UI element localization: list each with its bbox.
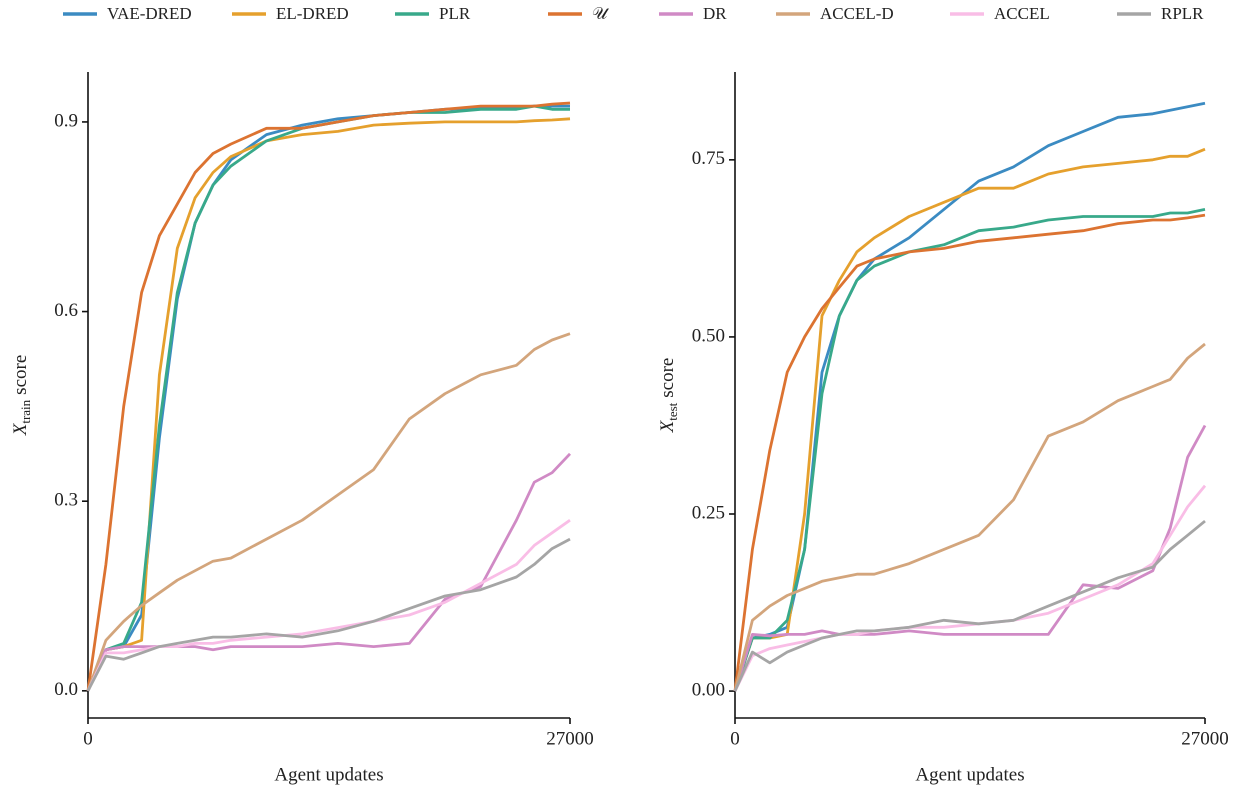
x-tick-label: 0: [730, 728, 740, 749]
series-line: [733, 424, 1207, 692]
x-tick-label: 0: [83, 728, 93, 749]
legend-label: PLR: [439, 4, 471, 23]
y-label-symbol: X: [10, 422, 31, 436]
series-line: [733, 208, 1206, 692]
series-line: [86, 332, 571, 692]
legend-label: RPLR: [1161, 4, 1204, 23]
series-line: [733, 342, 1206, 692]
y-label-subscript: train: [18, 399, 33, 423]
y-axis-label: Xtest score: [657, 358, 680, 434]
series-line: [733, 213, 1206, 692]
y-tick-label: 0.00: [692, 679, 725, 700]
series-line: [86, 537, 571, 692]
series-line: [733, 147, 1206, 692]
y-tick-label: 0.50: [692, 325, 725, 346]
legend-label: DR: [703, 4, 727, 23]
legend-label: 𝒰: [592, 4, 610, 23]
series-line: [733, 520, 1206, 692]
series-line: [86, 452, 572, 692]
y-tick-label: 0.3: [54, 490, 78, 511]
x-axis-label: Agent updates: [274, 764, 383, 785]
y-label-text: score: [10, 355, 31, 395]
y-label-subscript: test: [665, 402, 680, 420]
series-line: [733, 484, 1207, 692]
legend-label: VAE-DRED: [107, 4, 192, 23]
series-line: [86, 104, 570, 692]
y-tick-label: 0.75: [692, 148, 725, 169]
series-line: [86, 104, 570, 692]
x-axis-label: Agent updates: [915, 764, 1024, 785]
legend-label: EL-DRED: [276, 4, 349, 23]
legend-label: ACCEL-D: [820, 4, 894, 23]
y-label-symbol: X: [657, 419, 678, 433]
series-line: [86, 519, 571, 692]
y-tick-label: 0.0: [54, 679, 78, 700]
y-tick-label: 0.25: [692, 502, 725, 523]
y-axis-label: Xtrain score: [10, 355, 33, 437]
x-tick-label: 27000: [1181, 728, 1229, 749]
y-tick-label: 0.6: [54, 300, 78, 321]
y-label-text: score: [657, 358, 678, 398]
series-line: [86, 117, 571, 692]
y-tick-label: 0.9: [54, 110, 78, 131]
legend-label: ACCEL: [994, 4, 1050, 23]
x-tick-label: 27000: [546, 728, 594, 749]
series-line: [86, 101, 571, 691]
